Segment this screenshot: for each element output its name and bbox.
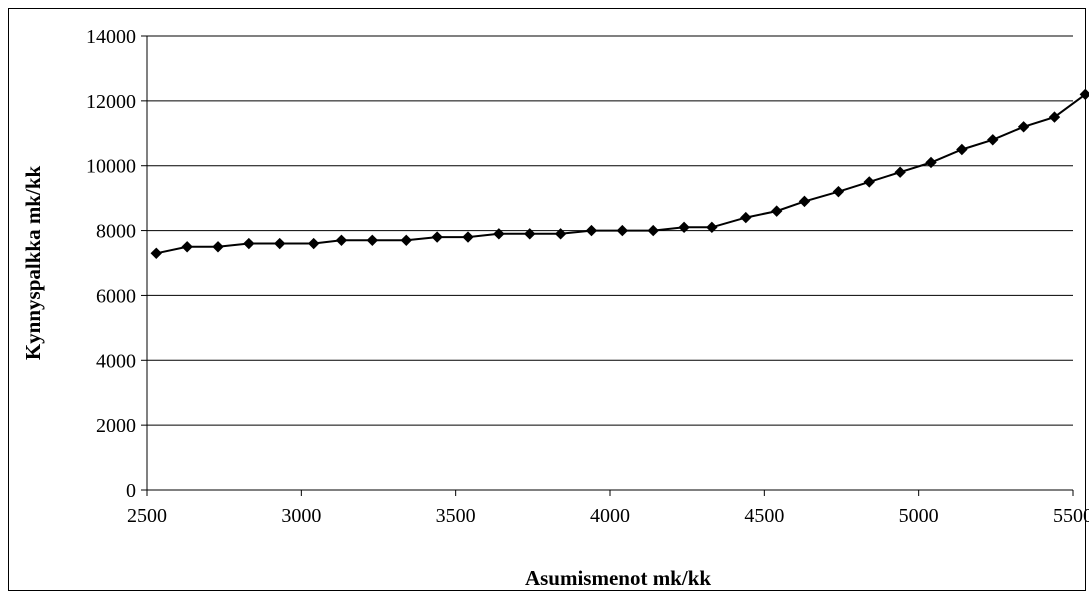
x-tick-label-5000: 5000 [899, 505, 939, 527]
data-point-3 [243, 237, 255, 250]
data-point-6 [335, 234, 348, 247]
y-tick-label-6000: 6000 [96, 285, 136, 307]
data-point-14 [585, 224, 598, 237]
data-point-25 [925, 156, 937, 169]
data-point-7 [366, 234, 379, 247]
data-points [150, 88, 1089, 259]
chart-frame [8, 8, 1086, 591]
data-point-27 [987, 134, 999, 146]
data-point-20 [770, 205, 783, 217]
data-point-18 [706, 221, 718, 234]
data-point-28 [1017, 121, 1030, 133]
y-axis-title: Kynnyspalkka mk/kk [21, 166, 45, 361]
data-point-23 [863, 176, 875, 188]
x-tick-label-4000: 4000 [590, 505, 630, 527]
x-tick-label-5500: 5500 [1053, 505, 1089, 527]
data-point-24 [894, 166, 906, 178]
y-tick-label-12000: 12000 [86, 91, 136, 113]
data-point-0 [150, 247, 162, 259]
data-point-26 [956, 143, 968, 156]
data-point-9 [431, 231, 443, 243]
x-tick-label-3500: 3500 [436, 505, 476, 527]
data-point-17 [678, 221, 690, 234]
data-point-22 [832, 185, 845, 198]
data-point-12 [524, 228, 536, 240]
y-tick-label-14000: 14000 [86, 26, 136, 48]
y-tick-labels: 0 2000 4000 6000 8000 10000 12000 14000 [86, 26, 147, 502]
data-point-19 [740, 211, 752, 224]
x-tick-label-2500: 2500 [127, 505, 167, 527]
y-tick-label-4000: 4000 [96, 350, 136, 372]
x-tick-label-4500: 4500 [744, 505, 784, 527]
data-point-8 [400, 234, 412, 247]
data-point-16 [647, 224, 659, 237]
data-point-11 [493, 228, 505, 240]
y-tick-label-8000: 8000 [96, 221, 136, 243]
data-point-1 [181, 241, 193, 253]
x-axis-title: Asumismenot mk/kk [525, 566, 711, 590]
x-tick-labels: 2500 3000 3500 4000 4500 5000 5500 [127, 490, 1089, 527]
y-tick-label-2000: 2000 [96, 415, 136, 437]
data-point-15 [616, 224, 629, 237]
data-point-21 [798, 195, 811, 208]
y-tick-label-10000: 10000 [86, 156, 136, 178]
y-tick-label-0: 0 [126, 480, 136, 502]
data-point-10 [462, 231, 474, 243]
data-point-5 [307, 237, 320, 250]
data-point-13 [554, 228, 567, 240]
data-point-29 [1048, 111, 1061, 123]
x-tick-label-3000: 3000 [281, 505, 321, 527]
data-point-4 [274, 237, 286, 250]
data-point-2 [212, 241, 224, 253]
axes [146, 36, 1073, 491]
gridlines [147, 35, 1073, 426]
